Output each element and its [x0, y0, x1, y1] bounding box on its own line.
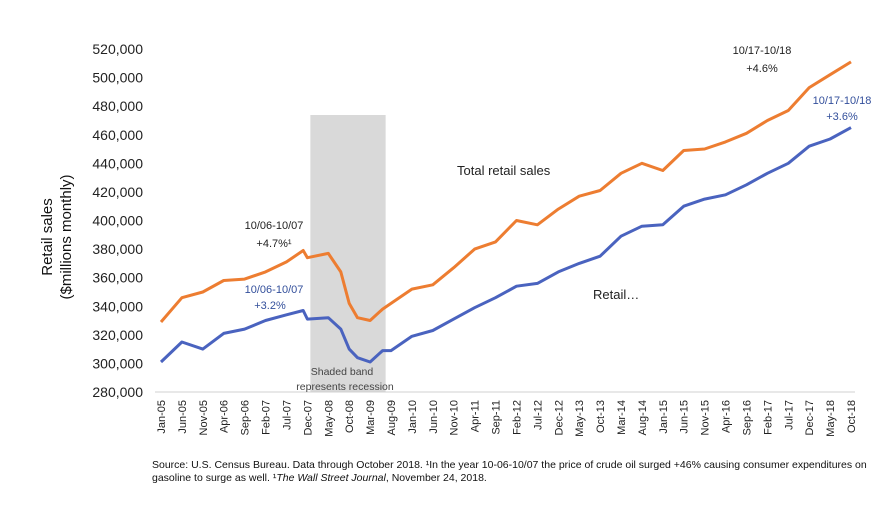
source-publication: The Wall Street Journal — [276, 472, 386, 484]
x-tick-label: Apr-06 — [219, 400, 231, 433]
y-tick-label: 400,000 — [92, 213, 143, 229]
x-tick-label: Jul-17 — [783, 400, 795, 430]
x-tick-label: Oct-18 — [846, 400, 858, 433]
source-text: Source: U.S. Census Bureau. Data through… — [152, 459, 867, 484]
y-tick-label: 280,000 — [92, 384, 143, 400]
y-tick-label: 380,000 — [92, 241, 143, 257]
x-tick-label: Jun-10 — [428, 400, 440, 434]
x-tick-label: Aug-14 — [637, 400, 649, 435]
y-tick-label: 500,000 — [92, 70, 143, 86]
annotation-orange-2018-period: 10/17-10/18 — [733, 45, 792, 57]
x-tick-label: Oct-13 — [595, 400, 607, 433]
y-tick-label: 340,000 — [92, 298, 143, 314]
annotation-orange-2007-period: 10/06-10/07 — [245, 220, 304, 232]
x-tick-label: Feb-12 — [511, 400, 523, 435]
x-tick-label: Sep-11 — [491, 400, 503, 435]
series-label-retail: Retail… — [593, 287, 639, 302]
x-tick-label: Oct-08 — [344, 400, 356, 433]
annotation-blue-2018-change: +3.6% — [826, 111, 858, 123]
x-tick-label: Jul-07 — [281, 400, 293, 430]
y-tick-label: 420,000 — [92, 184, 143, 200]
y-tick-label: 480,000 — [92, 98, 143, 114]
x-tick-label: Jan-05 — [156, 400, 168, 434]
recession-note-line1: Shaded band — [311, 366, 374, 378]
x-tick-label: Sep-06 — [240, 400, 252, 435]
x-tick-label: Jan-15 — [658, 400, 670, 434]
x-tick-label: Dec-17 — [804, 400, 816, 435]
y-tick-label: 520,000 — [92, 41, 143, 57]
x-tick-label: Feb-17 — [762, 400, 774, 435]
series-line-total-retail — [159, 60, 852, 323]
x-tick-label: Dec-07 — [302, 400, 314, 435]
x-tick-label: May-08 — [323, 400, 335, 437]
x-tick-label: Apr-16 — [721, 400, 733, 433]
x-tick-label: Nov-10 — [449, 400, 461, 435]
x-tick-label: Nov-15 — [700, 400, 712, 435]
x-tick-label: Sep-16 — [741, 400, 753, 435]
x-tick-label: May-13 — [574, 400, 586, 437]
y-axis-label-line1: Retail sales — [39, 198, 56, 276]
y-axis-label-line2: ($millions monthly) — [58, 174, 75, 299]
source-note: Source: U.S. Census Bureau. Data through… — [152, 459, 872, 485]
annotation-orange-2007-change: +4.7%¹ — [256, 238, 291, 250]
annotation-blue-2018-period: 10/17-10/18 — [813, 95, 872, 107]
y-tick-label: 320,000 — [92, 327, 143, 343]
x-tick-label: Jun-15 — [679, 400, 691, 434]
y-tick-label: 300,000 — [92, 355, 143, 371]
x-tick-label: Mar-14 — [616, 400, 628, 435]
x-tick-label: May-18 — [825, 400, 837, 437]
x-tick-label: Feb-07 — [261, 400, 273, 435]
y-tick-label: 460,000 — [92, 127, 143, 143]
x-tick-label: Jan-10 — [407, 400, 419, 434]
x-tick-label: Nov-05 — [198, 400, 210, 435]
y-tick-label: 440,000 — [92, 155, 143, 171]
x-tick-label: Jul-12 — [532, 400, 544, 430]
annotation-blue-2007-period: 10/06-10/07 — [245, 284, 304, 296]
y-tick-label: 360,000 — [92, 270, 143, 286]
x-tick-label: Dec-12 — [553, 400, 565, 435]
x-tick-label: Aug-09 — [386, 400, 398, 435]
series-label-total-retail: Total retail sales — [457, 163, 551, 178]
series-lines — [159, 60, 852, 364]
x-tick-label: Jun-05 — [177, 400, 189, 434]
x-tick-label: Apr-11 — [470, 400, 482, 432]
recession-note-line2: represents recession — [296, 381, 394, 393]
series-line-retail — [159, 126, 852, 364]
annotation-orange-2018-change: +4.6% — [746, 63, 778, 75]
y-axis-ticks: 280,000 300,000 320,000 340,000 360,000 380,0… — [92, 41, 143, 400]
retail-sales-chart: 280,000 300,000 320,000 340,000 360,000 380,0… — [39, 41, 872, 437]
annotation-blue-2007-change: +3.2% — [254, 300, 286, 312]
x-axis-ticks: Jan-05 Jun-05 Nov-05 Apr-06 Sep-06 Feb-07 Jul-… — [156, 400, 858, 437]
source-date: , November 24, 2018. — [385, 472, 487, 484]
x-tick-label: Mar-09 — [365, 400, 377, 435]
